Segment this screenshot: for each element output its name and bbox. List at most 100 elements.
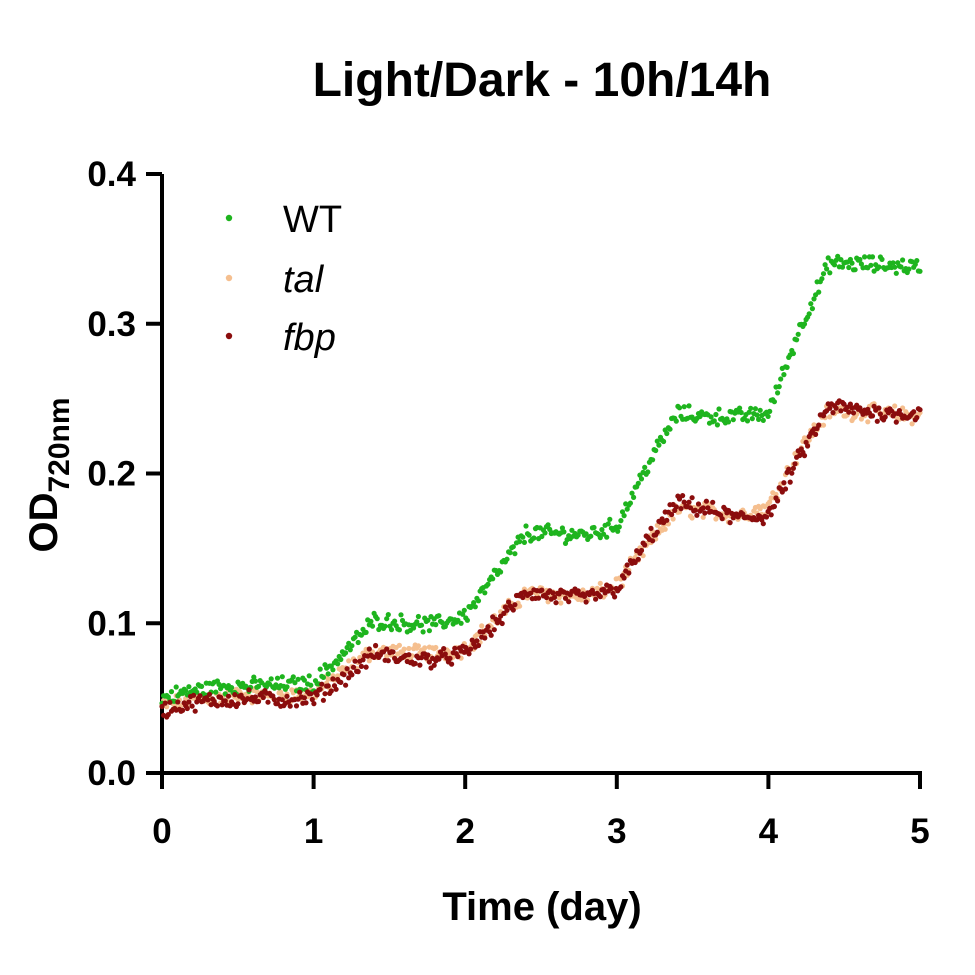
data-point <box>784 364 790 370</box>
data-point <box>816 289 822 295</box>
data-point <box>825 255 831 261</box>
data-point <box>659 516 665 522</box>
data-point <box>756 416 762 422</box>
data-point <box>737 405 743 411</box>
data-point <box>702 510 708 516</box>
data-point <box>550 590 556 596</box>
data-point <box>205 697 211 703</box>
data-point <box>839 264 846 270</box>
data-point <box>510 544 516 550</box>
data-point <box>775 390 781 396</box>
y-tick-label: 0.4 <box>87 155 136 194</box>
data-point <box>896 408 903 414</box>
data-point <box>510 607 516 613</box>
data-point <box>384 646 390 652</box>
data-point <box>830 410 836 416</box>
data-point <box>512 602 518 608</box>
data-point <box>376 626 382 633</box>
data-point <box>306 673 312 679</box>
data-point <box>235 701 241 707</box>
data-point <box>838 257 844 263</box>
data-point <box>898 264 904 270</box>
data-point <box>382 623 388 629</box>
data-point <box>776 384 782 390</box>
data-point <box>599 527 605 533</box>
data-point <box>786 466 792 472</box>
data-point <box>341 672 347 678</box>
data-point <box>368 618 374 625</box>
data-point <box>303 700 309 706</box>
data-point <box>229 685 235 691</box>
data-point <box>862 254 868 260</box>
data-point <box>165 712 171 718</box>
data-point <box>792 461 798 467</box>
data-point <box>914 415 920 421</box>
data-point <box>827 414 833 420</box>
data-point <box>504 607 510 613</box>
data-point <box>882 414 888 420</box>
data-point <box>521 539 528 546</box>
data-point <box>869 413 876 419</box>
data-point <box>604 534 610 540</box>
data-point <box>418 622 425 628</box>
data-point <box>366 658 372 664</box>
data-point <box>475 598 482 604</box>
data-point <box>591 524 597 531</box>
data-point <box>373 642 379 649</box>
data-point <box>344 666 350 672</box>
data-point <box>349 643 355 649</box>
data-point <box>805 443 811 449</box>
data-point <box>458 620 464 626</box>
data-point <box>906 266 912 272</box>
data-point <box>850 410 857 416</box>
data-point <box>700 505 706 511</box>
data-point <box>583 599 589 605</box>
data-point <box>846 409 852 415</box>
data-point <box>385 658 391 664</box>
data-point <box>311 701 317 707</box>
data-point <box>778 376 784 382</box>
series-WT <box>159 253 923 706</box>
data-point <box>719 516 725 522</box>
data-point <box>713 411 719 418</box>
data-point <box>808 301 814 307</box>
data-point <box>738 409 744 416</box>
data-point <box>782 486 789 492</box>
data-point <box>754 517 760 523</box>
series-layer <box>159 253 923 720</box>
data-point <box>175 699 181 705</box>
data-point <box>232 692 238 698</box>
data-point <box>561 529 567 535</box>
data-point <box>618 584 624 590</box>
data-point <box>338 679 344 686</box>
data-point <box>775 498 781 504</box>
data-point <box>464 617 470 623</box>
data-point <box>417 662 423 668</box>
data-point <box>616 524 622 530</box>
data-point <box>501 610 507 617</box>
data-point <box>297 689 303 695</box>
data-point <box>192 708 198 714</box>
data-point <box>543 594 550 601</box>
data-point <box>749 416 755 422</box>
data-point <box>642 542 648 548</box>
data-point <box>308 691 314 697</box>
data-point <box>168 689 175 695</box>
data-point <box>662 526 668 532</box>
data-point <box>621 513 627 519</box>
data-point <box>295 676 301 682</box>
data-point <box>653 447 659 454</box>
data-point <box>801 453 808 459</box>
data-point <box>531 535 537 541</box>
data-point <box>384 653 390 659</box>
ticks: 0 1 2 3 4 5 0.0 0.1 0.2 0.3 0.4 <box>87 155 929 851</box>
data-point <box>406 652 412 658</box>
data-point <box>670 516 676 522</box>
data-point <box>689 515 695 521</box>
data-point <box>711 418 717 424</box>
data-point <box>420 629 426 635</box>
data-point <box>399 617 406 624</box>
data-point <box>335 661 341 667</box>
data-point <box>369 623 376 629</box>
data-point <box>869 254 876 260</box>
